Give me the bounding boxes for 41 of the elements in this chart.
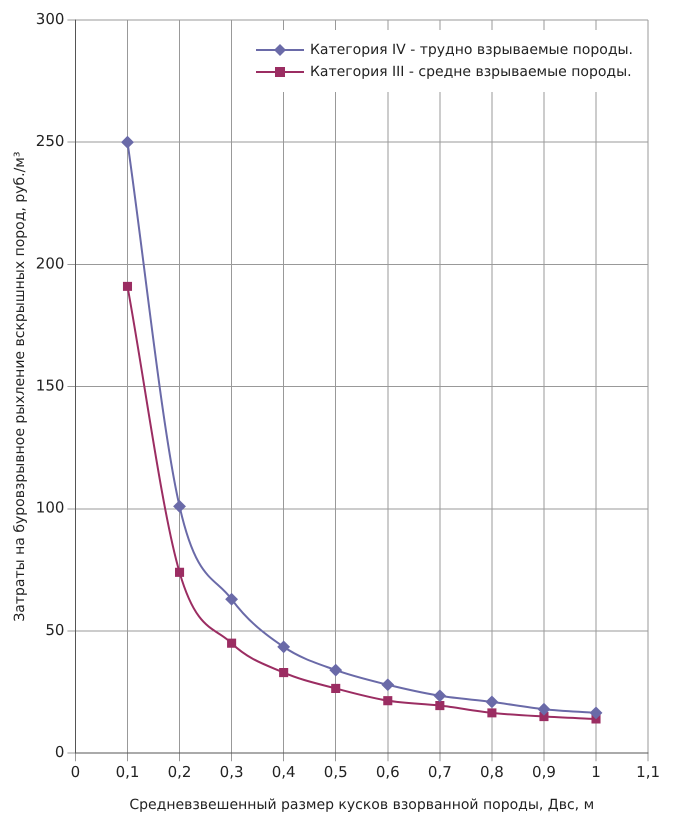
- point: [382, 678, 394, 691]
- y-tick-label: 300: [36, 10, 64, 28]
- point: [590, 706, 602, 719]
- x-tick-label: 0,6: [376, 763, 400, 782]
- x-tick-label: 0,2: [168, 763, 192, 782]
- x-tick-label: 0,9: [532, 763, 556, 782]
- point: [538, 703, 550, 716]
- point: [121, 136, 134, 148]
- y-tick-label: 0: [54, 743, 64, 762]
- x-axis-title: Средневзвешенный размер кусков взорванной породы, Двс, м: [129, 797, 594, 814]
- x-tick-label: 1,1: [636, 763, 660, 782]
- y-tick-label: 100: [36, 498, 64, 517]
- point: [383, 696, 392, 706]
- x-tick-label: 1: [591, 763, 601, 782]
- x-tick-label: 0,8: [480, 763, 504, 782]
- point: [226, 593, 238, 606]
- y-tick-label: 200: [36, 254, 64, 272]
- x-tick-label: 0,4: [272, 763, 296, 782]
- y-tick-label: 50: [45, 620, 64, 639]
- y-tick-label: 250: [36, 132, 64, 150]
- y-tick-label: 150: [36, 376, 64, 394]
- point: [227, 638, 236, 648]
- x-tick-label: 0,7: [428, 763, 452, 782]
- point: [487, 708, 496, 718]
- point: [435, 701, 444, 710]
- point: [278, 640, 290, 653]
- x-tick-label: 0: [70, 763, 80, 782]
- x-tick-label: 0,1: [116, 763, 140, 782]
- x-tick-label: 0,5: [324, 763, 348, 782]
- point: [330, 664, 342, 676]
- point: [331, 684, 340, 693]
- point: [175, 568, 184, 577]
- point: [434, 690, 446, 702]
- point: [279, 668, 288, 678]
- y-axis-title: Затраты на буровзрывное рыхление вскрышных пород, руб./м³: [12, 152, 28, 622]
- x-tick-label: 0,3: [220, 763, 244, 782]
- point: [174, 500, 186, 512]
- point: [486, 696, 498, 708]
- point: [122, 282, 132, 291]
- legend-label: Категория III - средне взрываемые породы.: [310, 64, 632, 80]
- legend-label: Категория IV - трудно взрываемые породы.: [310, 42, 633, 58]
